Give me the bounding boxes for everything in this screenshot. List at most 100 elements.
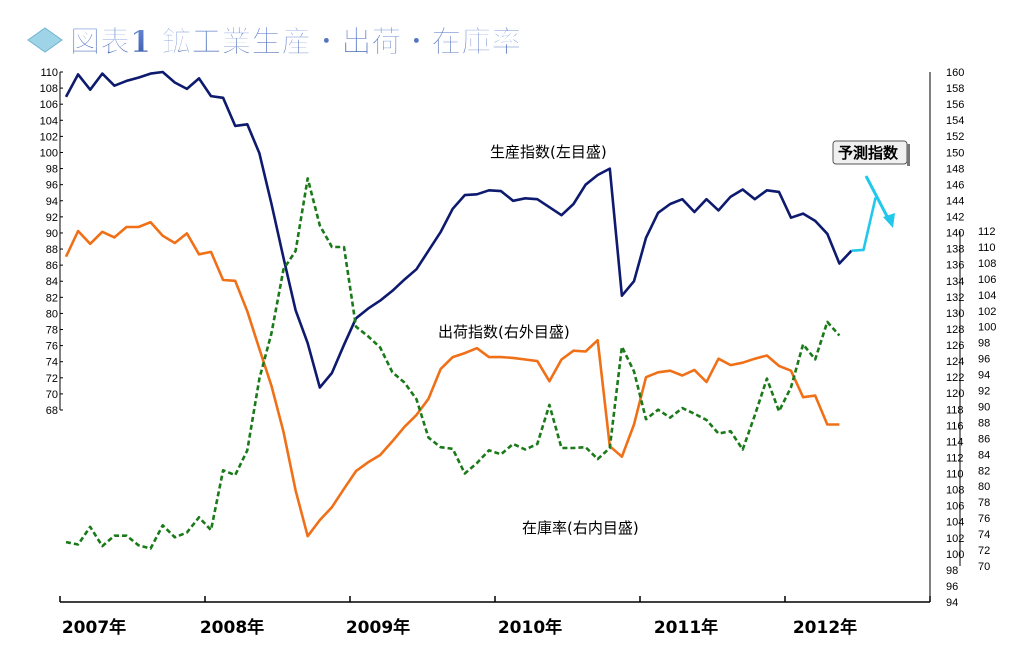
inventory-label: 在庫率(右内目盛) bbox=[522, 519, 639, 537]
right-outer-tick-label: 108 bbox=[946, 485, 964, 497]
inventory-series-line bbox=[65, 177, 841, 550]
right-inner-tick-label: 98 bbox=[978, 338, 990, 350]
left-tick-label: 110 bbox=[40, 67, 58, 79]
right-inner-tick-label: 92 bbox=[978, 386, 990, 398]
right-outer-tick-label: 114 bbox=[946, 436, 964, 448]
annotations: 生産指数(左目盛) 出荷指数(右外目盛) 在庫率(右内目盛) 予測指数 bbox=[438, 140, 910, 537]
right-inner-tick-label: 84 bbox=[978, 449, 990, 461]
right-outer-tick-label: 116 bbox=[946, 420, 964, 432]
chart-title-group: 図表1 鉱工業生産・出荷・在庫率 bbox=[27, 25, 522, 60]
left-axis-ticks: 68 70 72 74 76 78 80 82 84 86 88 90 92 94 96 98 100 102 10… bbox=[40, 67, 63, 417]
right-outer-tick-label: 154 bbox=[946, 115, 964, 127]
right-inner-tick-label: 112 bbox=[978, 226, 996, 238]
right-inner-tick-label: 72 bbox=[978, 545, 990, 557]
right-inner-tick-label: 76 bbox=[978, 513, 990, 525]
shipment-series-line bbox=[64, 220, 840, 538]
x-tick-label: 2011年 bbox=[654, 617, 718, 638]
left-tick-label: 90 bbox=[46, 228, 58, 240]
series-lines bbox=[64, 70, 877, 550]
right-outer-tick-label: 138 bbox=[946, 244, 964, 256]
left-tick-label: 106 bbox=[40, 99, 58, 111]
forecast-arrow-line bbox=[864, 175, 892, 223]
right-inner-tick-label: 100 bbox=[978, 322, 996, 334]
right-inner-tick-label: 86 bbox=[978, 433, 990, 445]
right-outer-tick-label: 160 bbox=[946, 67, 964, 79]
right-outer-tick-label: 158 bbox=[946, 83, 964, 95]
right-outer-tick-label: 126 bbox=[946, 340, 964, 352]
right-inner-tick-label: 88 bbox=[978, 417, 990, 429]
left-tick-label: 72 bbox=[46, 373, 58, 385]
right-outer-tick-label: 132 bbox=[946, 292, 964, 304]
right-inner-tick-label: 104 bbox=[978, 290, 996, 302]
right-inner-tick-label: 70 bbox=[978, 561, 990, 573]
right-inner-tick-label: 110 bbox=[978, 242, 996, 254]
right-inner-tick-label: 94 bbox=[978, 370, 990, 382]
x-tick-label: 2008年 bbox=[200, 617, 264, 638]
left-tick-label: 82 bbox=[46, 292, 58, 304]
right-outer-tick-label: 112 bbox=[946, 452, 964, 464]
right-outer-tick-label: 122 bbox=[946, 372, 964, 384]
chart-title: 図表1 鉱工業生産・出荷・在庫率 bbox=[70, 25, 521, 60]
forecast-arrow-head bbox=[883, 213, 895, 228]
left-tick-label: 102 bbox=[40, 131, 58, 143]
x-axis-labels: 2007年 2008年 2009年 2010年 2011年 2012年 bbox=[62, 617, 857, 638]
right-outer-tick-label: 134 bbox=[946, 276, 964, 288]
right-outer-tick-label: 96 bbox=[946, 581, 958, 593]
right-outer-tick-label: 106 bbox=[946, 501, 964, 513]
right-outer-tick-label: 110 bbox=[946, 469, 964, 481]
forecast-series-line bbox=[851, 197, 877, 252]
right-outer-tick-label: 156 bbox=[946, 99, 964, 111]
right-inner-tick-label: 90 bbox=[978, 401, 990, 413]
right-outer-tick-label: 146 bbox=[946, 179, 964, 191]
right-outer-tick-label: 142 bbox=[946, 212, 964, 224]
left-tick-label: 74 bbox=[46, 357, 58, 369]
right-outer-tick-label: 118 bbox=[946, 404, 964, 416]
left-tick-label: 84 bbox=[46, 276, 58, 288]
left-tick-label: 68 bbox=[46, 405, 58, 417]
right-inner-tick-label: 108 bbox=[978, 258, 996, 270]
right-inner-tick-label: 102 bbox=[978, 306, 996, 318]
left-tick-label: 76 bbox=[46, 341, 58, 353]
shipment-label: 出荷指数(右外目盛) bbox=[438, 323, 570, 341]
right-outer-tick-label: 130 bbox=[946, 308, 964, 320]
left-tick-label: 88 bbox=[46, 244, 58, 256]
left-tick-label: 104 bbox=[40, 115, 58, 127]
left-tick-label: 94 bbox=[46, 196, 58, 208]
diamond-icon bbox=[27, 27, 63, 53]
forecast-label-shadow bbox=[907, 144, 910, 166]
production-label: 生産指数(左目盛) bbox=[490, 143, 607, 161]
forecast-label: 予測指数 bbox=[838, 144, 899, 162]
right-outer-tick-label: 100 bbox=[946, 549, 964, 561]
x-tick-label: 2007年 bbox=[62, 617, 126, 638]
right-outer-tick-label: 120 bbox=[946, 388, 964, 400]
x-tick-label: 2012年 bbox=[793, 617, 857, 638]
right-inner-tick-label: 106 bbox=[978, 274, 996, 286]
left-tick-label: 80 bbox=[46, 308, 58, 320]
left-tick-label: 98 bbox=[46, 164, 58, 176]
left-tick-label: 70 bbox=[46, 389, 58, 401]
right-inner-tick-label: 96 bbox=[978, 354, 990, 366]
left-tick-label: 92 bbox=[46, 212, 58, 224]
right-outer-tick-label: 102 bbox=[946, 533, 964, 545]
right-outer-tick-label: 140 bbox=[946, 228, 964, 240]
right-outer-tick-label: 144 bbox=[946, 195, 964, 207]
right-outer-tick-label: 136 bbox=[946, 260, 964, 272]
right-outer-tick-label: 128 bbox=[946, 324, 964, 336]
right-inner-axis-ticks: 70 72 74 76 78 80 82 84 86 88 90 92 94 96 98 100 102 104 1… bbox=[978, 226, 996, 573]
right-inner-tick-label: 82 bbox=[978, 465, 990, 477]
right-outer-axis-ticks: 94 96 98 100 102 104 106 108 110 112 114 116 118 120 1… bbox=[946, 67, 964, 609]
production-series-line bbox=[64, 70, 853, 389]
left-tick-label: 100 bbox=[40, 147, 58, 159]
right-outer-tick-label: 152 bbox=[946, 131, 964, 143]
right-outer-tick-label: 94 bbox=[946, 597, 958, 609]
x-axis-ticks bbox=[59, 596, 931, 602]
right-outer-tick-label: 124 bbox=[946, 356, 964, 368]
right-inner-tick-label: 78 bbox=[978, 497, 990, 509]
left-tick-label: 86 bbox=[46, 260, 58, 272]
right-inner-tick-label: 74 bbox=[978, 529, 990, 541]
left-tick-label: 78 bbox=[46, 325, 58, 337]
right-outer-tick-label: 104 bbox=[946, 517, 964, 529]
right-outer-tick-label: 150 bbox=[946, 147, 964, 159]
right-outer-tick-label: 98 bbox=[946, 565, 958, 577]
